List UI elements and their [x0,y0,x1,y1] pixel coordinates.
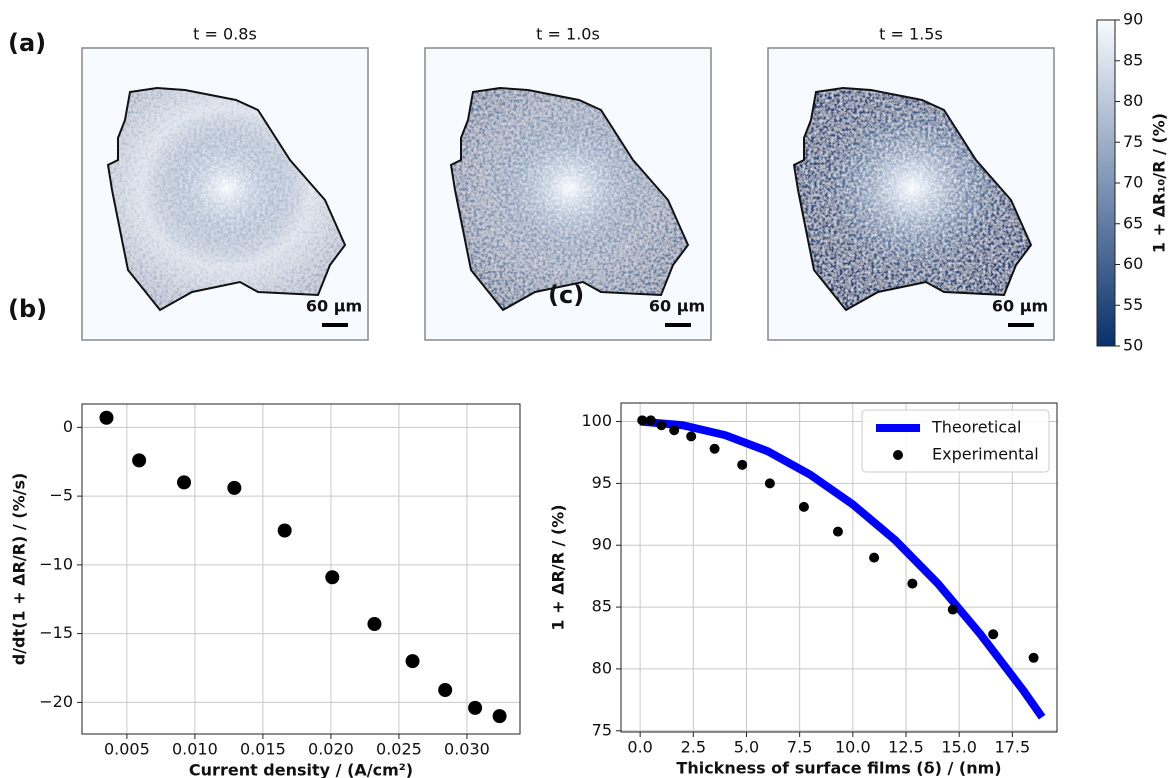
colorbar-tick-label: 60 [1123,254,1143,273]
x-tick-label: 2.5 [681,738,706,757]
point [405,654,420,669]
image-title: t = 1.5s [879,25,943,44]
panel-label: (c) [548,281,584,309]
x-tick-label: 0.0 [627,738,652,757]
point [367,617,382,631]
scale-bar-label: 60 µm [992,297,1048,316]
point [637,415,648,426]
colorbar-tick-label: 80 [1123,91,1143,110]
colorbar-tick-label: 55 [1123,295,1143,314]
point [645,415,656,426]
panel-label: (a) [8,29,46,57]
colorbar-tick-label: 90 [1123,10,1143,29]
x-tick-label: 12.5 [888,738,924,757]
image-title: t = 1.0s [536,25,600,44]
point [947,604,958,615]
point [764,478,775,489]
x-tick-label: 15.0 [941,738,977,757]
x-tick-label: 0.030 [444,740,490,759]
x-tick-label: 5.0 [734,738,759,757]
x-tick-label: 17.5 [995,738,1031,757]
y-tick-label: −20 [39,692,73,711]
x-tick-label: 0.005 [104,740,150,759]
y-tick-label: 90 [592,535,612,554]
colorbar [1096,19,1116,347]
colorbar-tick-label: 50 [1123,336,1143,355]
legend-label: Theoretical [931,418,1021,437]
y-tick-label: −5 [49,486,73,505]
sample-map [108,88,345,310]
x-tick-label: 0.015 [240,740,286,759]
sample-outline [449,86,690,312]
point [686,431,697,442]
point [325,570,340,585]
y-tick-label: 0 [63,417,73,436]
colorbar-tick-label: 70 [1123,173,1143,192]
panel-label: (b) [8,295,47,323]
x-axis-label: Current density / (A/cm²) [189,761,413,778]
x-axis-label: Thickness of surface films (δ) / (nm) [676,759,1001,778]
x-tick-label: 0.025 [376,740,422,759]
point [132,453,147,468]
line [639,417,1046,720]
point [798,501,809,512]
colorbar-tick-label: 85 [1123,50,1143,69]
legend-label: Experimental [932,445,1039,464]
y-axis-label: d/dt(1 + ΔR/R) / (%/s) [10,473,29,666]
sample-outline [106,86,347,312]
point [177,475,192,490]
point [1028,652,1039,663]
y-tick-label: 80 [592,658,612,677]
sample-map [451,88,688,310]
y-tick-label: 75 [592,720,612,739]
sample-outline [792,86,1033,312]
point [99,410,114,425]
plot-frame [620,402,1058,733]
y-tick-label: −15 [39,623,73,642]
point [492,709,507,724]
y-tick-label: 85 [592,597,612,616]
point [709,443,720,454]
y-tick-label: −10 [39,554,73,573]
y-tick-label: 95 [592,473,612,492]
point [832,526,843,537]
legend-swatch [893,450,903,460]
plot-frame [81,403,521,735]
x-tick-label: 10.0 [835,738,871,757]
point [669,425,680,436]
colorbar-tick-label: 65 [1123,213,1143,232]
point [907,578,918,589]
x-tick-label: 0.020 [308,740,354,759]
image-title: t = 0.8s [193,25,257,44]
point [468,700,483,715]
scale-bar-label: 60 µm [306,297,362,316]
y-tick-label: 100 [581,411,612,430]
point [277,523,292,538]
point [737,459,748,470]
colorbar-tick-label: 75 [1123,132,1143,151]
point [988,629,999,640]
colorbar-label: 1 + ΔR₁₀/R / (%) [1150,113,1169,253]
scale-bar-label: 60 µm [649,297,705,316]
y-axis-label: 1 + ΔR/R / (%) [549,504,568,630]
point [869,552,880,563]
x-tick-label: 7.5 [787,738,812,757]
point [656,420,667,431]
point [227,480,242,495]
x-tick-label: 0.010 [172,740,218,759]
sample-map [794,88,1031,310]
point [438,683,453,697]
